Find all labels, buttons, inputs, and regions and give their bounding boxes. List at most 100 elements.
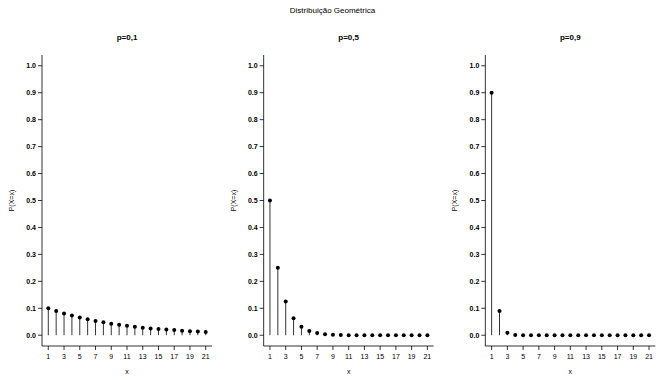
x-tick-label: 21 — [645, 353, 653, 360]
y-tick-label: 0.9 — [26, 89, 36, 96]
x-tick — [395, 346, 396, 350]
stem-point — [355, 333, 359, 337]
stem-point — [180, 329, 184, 333]
y-tick — [38, 335, 42, 336]
stem-point — [623, 333, 627, 337]
stem-point — [639, 333, 643, 337]
stem-point — [402, 333, 406, 337]
x-tick — [586, 346, 587, 350]
stem-point — [592, 333, 596, 337]
x-tick-label: 21 — [202, 353, 210, 360]
y-axis-title: P(X=x) — [451, 190, 459, 212]
y-tick-label: 0.0 — [470, 332, 480, 339]
y-tick — [260, 281, 264, 282]
stem-point — [164, 328, 168, 332]
x-tick-label: 7 — [94, 353, 98, 360]
y-tick — [481, 254, 485, 255]
panel-title: p=0,9 — [560, 33, 581, 42]
y-tick — [260, 173, 264, 174]
y-tick-label: 0.3 — [26, 251, 36, 258]
stem-point — [410, 333, 414, 337]
y-tick-label: 0.2 — [248, 278, 258, 285]
y-tick-label: 0.7 — [248, 143, 258, 150]
x-tick — [79, 346, 80, 350]
y-tick-label: 0.5 — [248, 197, 258, 204]
stem-point — [568, 333, 572, 337]
x-tick — [427, 346, 428, 350]
x-tick — [285, 346, 286, 350]
y-tick-label: 0.0 — [248, 332, 258, 339]
main-title: Distribuição Geométrica — [290, 6, 376, 15]
stem-point — [584, 333, 588, 337]
y-tick — [38, 308, 42, 309]
x-tick-label: 19 — [408, 353, 416, 360]
stem-point — [109, 322, 113, 326]
y-tick — [38, 146, 42, 147]
x-tick — [317, 346, 318, 350]
x-tick — [205, 346, 206, 350]
y-tick — [481, 281, 485, 282]
y-tick-label: 0.5 — [26, 197, 36, 204]
stem-point — [149, 326, 153, 330]
x-tick — [127, 346, 128, 350]
panel-title: p=0,1 — [117, 33, 138, 42]
y-tick — [260, 65, 264, 66]
x-tick — [158, 346, 159, 350]
y-tick-label: 0.0 — [26, 332, 36, 339]
x-tick-label: 1 — [268, 353, 272, 360]
y-tick-label: 0.8 — [26, 116, 36, 123]
y-tick — [481, 119, 485, 120]
y-tick-label: 0.1 — [248, 305, 258, 312]
y-tick — [260, 119, 264, 120]
stem-point — [418, 333, 422, 337]
y-tick-label: 1.0 — [248, 62, 258, 69]
y-tick — [38, 254, 42, 255]
stem-point — [370, 333, 374, 337]
y-tick — [260, 227, 264, 228]
stem-point — [78, 315, 82, 319]
x-tick — [538, 346, 539, 350]
x-tick-label: 7 — [315, 353, 319, 360]
x-tick — [95, 346, 96, 350]
y-tick — [481, 173, 485, 174]
y-tick — [481, 92, 485, 93]
y-tick-label: 0.4 — [26, 224, 36, 231]
stem-point — [172, 328, 176, 332]
stem-point — [513, 333, 517, 337]
stem-point — [386, 333, 390, 337]
stem-point — [490, 91, 494, 95]
x-tick-label: 11 — [123, 353, 130, 360]
x-tick — [364, 346, 365, 350]
stem — [293, 318, 294, 335]
x-tick — [332, 346, 333, 350]
stem-point — [505, 331, 509, 335]
y-axis-title: P(X=x) — [230, 190, 238, 212]
x-tick-label: 11 — [345, 353, 352, 360]
stem-point — [292, 316, 296, 320]
x-tick-label: 9 — [109, 353, 113, 360]
x-tick — [411, 346, 412, 350]
x-tick — [348, 346, 349, 350]
stem-point — [156, 327, 160, 331]
y-tick-label: 0.3 — [248, 251, 258, 258]
stem-point — [647, 333, 651, 337]
stem — [56, 311, 57, 335]
x-tick-label: 3 — [284, 353, 288, 360]
x-tick-label: 13 — [139, 353, 147, 360]
x-tick-label: 15 — [376, 353, 384, 360]
y-tick — [260, 146, 264, 147]
y-tick-label: 0.4 — [248, 224, 258, 231]
stem-point — [94, 319, 98, 323]
x-tick — [507, 346, 508, 350]
x-tick-label: 21 — [423, 353, 431, 360]
stem-point — [125, 324, 129, 328]
x-tick — [554, 346, 555, 350]
stem-point — [268, 199, 272, 203]
stem-point — [608, 333, 612, 337]
stem — [269, 201, 270, 336]
x-tick — [601, 346, 602, 350]
x-tick-label: 15 — [598, 353, 606, 360]
stem-point — [498, 309, 502, 313]
stem-point — [529, 333, 533, 337]
stem-point — [631, 333, 635, 337]
